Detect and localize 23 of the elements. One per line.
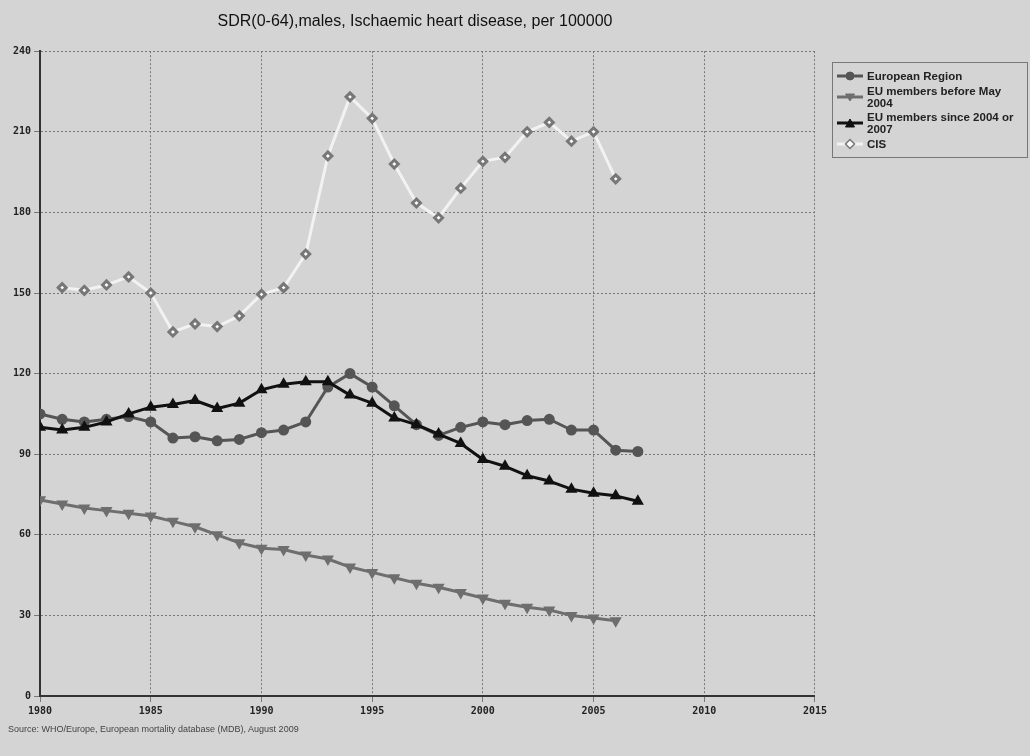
y-tick-label: 60 (19, 528, 32, 540)
y-tick-label: 240 (13, 44, 32, 56)
legend-label: European Region (867, 70, 963, 82)
y-tick-label: 120 (13, 367, 32, 379)
legend-label: EU members before May 2004 (867, 85, 1003, 109)
y-tick-label: 90 (19, 447, 32, 459)
legend-label: EU members since 2004 or 2007 (867, 111, 1015, 135)
x-tick-label: 1980 (28, 704, 53, 716)
legend-label: CIS (867, 138, 887, 150)
y-tick-label: 210 (13, 125, 32, 137)
x-tick-label: 1995 (360, 704, 385, 716)
x-tick-label: 1985 (138, 704, 163, 716)
y-tick-label: 30 (19, 608, 32, 620)
y-tick-label: 150 (13, 286, 32, 298)
chart-title: SDR(0-64),males, Ischaemic heart disease, per 100000 (217, 12, 613, 30)
x-tick-label: 2015 (802, 704, 828, 716)
x-tick-label: 1990 (249, 704, 274, 716)
x-tick-label: 2000 (470, 704, 495, 716)
x-tick-label: 2010 (692, 704, 717, 716)
y-tick-label: 180 (13, 205, 32, 217)
source-note: Source: WHO/Europe, European mortality database (MDB), August 2009 (8, 724, 299, 734)
y-tick-label: 0 (25, 689, 32, 701)
x-tick-label: 2005 (581, 704, 606, 716)
